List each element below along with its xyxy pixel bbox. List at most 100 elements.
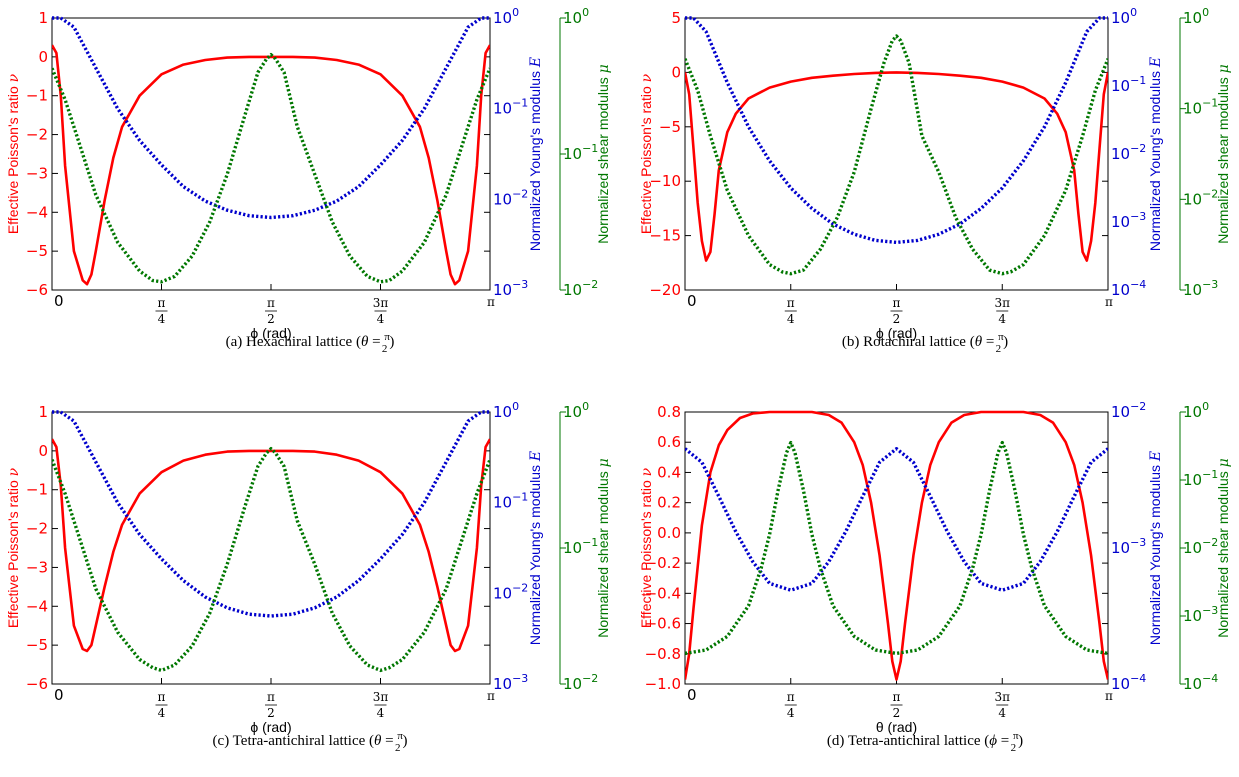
x-tick-denominator: 4 [787,706,795,720]
x-tick-numerator: 3π [373,296,389,310]
left-tick-label: −3 [26,164,48,182]
shear-axis-label: Normalized shear modulus μ [595,64,612,244]
young-tick-label: 10−3 [493,278,528,299]
young-axis-label: Normalized Young's modulus E [527,451,544,645]
x-axis-label: ϕ (rad) [250,719,291,735]
young-tick-label: 100 [493,400,519,421]
x-tick-numerator: π [787,690,795,704]
left-tick-label: −2 [26,520,48,538]
left-tick-label: −5 [26,636,48,654]
panel-c: 10−1−2−3−4−5−610010−110−210−310010−110−2… [5,400,612,754]
x-tick-label: π [1105,295,1113,309]
left-tick-label: 0.6 [657,433,681,451]
shear-axis-label: Normalized shear modulus μ [1215,458,1232,638]
left-tick-label: 5 [671,9,681,27]
x-tick-denominator: 2 [267,312,275,326]
left-tick-label: −15 [649,227,681,245]
shear-tick-label: 100 [563,400,589,421]
x-tick-denominator: 4 [998,312,1006,326]
left-tick-label: −20 [649,281,681,299]
left-tick-label: −6 [26,281,48,299]
left-tick-label: −10 [649,172,681,190]
shear-tick-label: 10−2 [1183,187,1218,208]
x-tick-label: π [1105,689,1113,703]
x-tick-fraction: 3π4 [373,690,389,720]
x-tick-denominator: 4 [377,706,385,720]
x-axis-label: ϕ (rad) [250,325,291,341]
shear-tick-label: 10−1 [1183,468,1218,489]
x-tick-fraction: π2 [265,690,277,720]
left-tick-label: −6 [26,675,48,693]
young-tick-label: 10−2 [1111,400,1146,421]
series-nu-line [685,71,1108,262]
plot-frame [684,17,1109,291]
left-tick-label: −0.2 [645,554,681,572]
left-tick-label: −4 [26,597,48,615]
shear-tick-label: 10−3 [1183,278,1218,299]
x-tick-fraction: π2 [890,690,903,720]
x-tick-label: π [487,689,495,703]
x-tick-denominator: 4 [377,312,385,326]
x-tick-fraction: π4 [784,296,797,326]
poisson-axis-label: Effective Poisson's ratio ν [5,467,22,628]
series-E-line [685,16,1108,245]
shear-tick-label: 10−1 [563,536,598,557]
young-tick-label: 10−3 [493,672,528,693]
young-tick-label: 10−3 [1111,210,1146,231]
x-tick-numerator: 3π [994,296,1010,310]
poisson-axis-label: Effective Poisson's ratio ν [638,73,655,234]
x-tick-denominator: 2 [893,312,901,326]
shear-tick-label: 10−2 [563,278,598,299]
subfigure-caption: (c) Tetra-antichiral lattice (θ = π 2) [213,730,408,754]
poisson-axis-label: Effective Poisson's ratio ν [638,467,655,628]
series-E-line [52,410,490,618]
young-tick-label: 10−3 [1111,536,1146,557]
left-tick-label: 0 [38,442,48,460]
x-tick-numerator: 3π [373,690,389,704]
x-tick-numerator: π [267,690,275,704]
x-tick-label: 0 [54,686,64,704]
x-tick-label: 0 [54,292,64,310]
panel-b: 5 0 −5 −10 −15 −20 100 10−1 10−2 10−3 10−4 100 10−1 1… [638,6,1232,355]
young-tick-label: 100 [1111,6,1137,27]
young-axis-label: Normalized Young's modulus E [1147,57,1164,251]
subfigure-caption: (b) Rotachiral lattice (θ = π 2) [842,331,1008,355]
x-tick-fraction: π4 [784,690,797,720]
series-mu-line [52,53,490,284]
left-tick-label: −5 [659,118,681,136]
x-tick-label: π [487,295,495,309]
left-tick-label: 0.8 [657,403,681,421]
shear-tick-label: 10−3 [1183,604,1218,625]
x-tick-fraction: π2 [890,296,903,326]
young-tick-label: 10−1 [1111,74,1146,95]
young-axis-label: Normalized Young's modulus E [1147,451,1164,645]
shear-axis-label: Normalized shear modulus μ [595,458,612,638]
x-tick-numerator: π [893,690,901,704]
left-tick-label: −2 [26,126,48,144]
x-tick-label: 0 [687,292,697,310]
x-axis-label: θ (rad) [876,719,917,735]
panel-d: 0.8 0.6 0.4 0.2 0.0 −0.2 −0.4 −0.6 −0.8 −1.0 10−2 1… [638,400,1232,754]
left-tick-label: 1 [38,9,48,27]
x-tick-fraction: 3π4 [994,296,1010,326]
left-tick-label: −1 [26,481,48,499]
shear-tick-label: 10−2 [1183,536,1218,557]
young-tick-label: 10−4 [1111,672,1146,693]
left-tick-label: −0.4 [645,584,681,602]
x-tick-numerator: π [267,296,275,310]
plot-frame [684,411,1109,685]
x-tick-denominator: 4 [158,706,166,720]
left-tick-label: −5 [26,242,48,260]
plot-frame [51,411,491,685]
series-mu-line [52,447,490,673]
shear-tick-label: 10−2 [563,672,598,693]
series-E-line [52,16,490,220]
x-tick-numerator: π [787,296,795,310]
x-tick-fraction: 3π4 [373,296,389,326]
x-tick-numerator: π [158,690,166,704]
young-tick-label: 10−2 [493,187,528,208]
young-axis-label: Normalized Young's modulus E [527,57,544,251]
young-tick-label: 10−1 [493,491,528,512]
x-tick-numerator: 3π [994,690,1010,704]
